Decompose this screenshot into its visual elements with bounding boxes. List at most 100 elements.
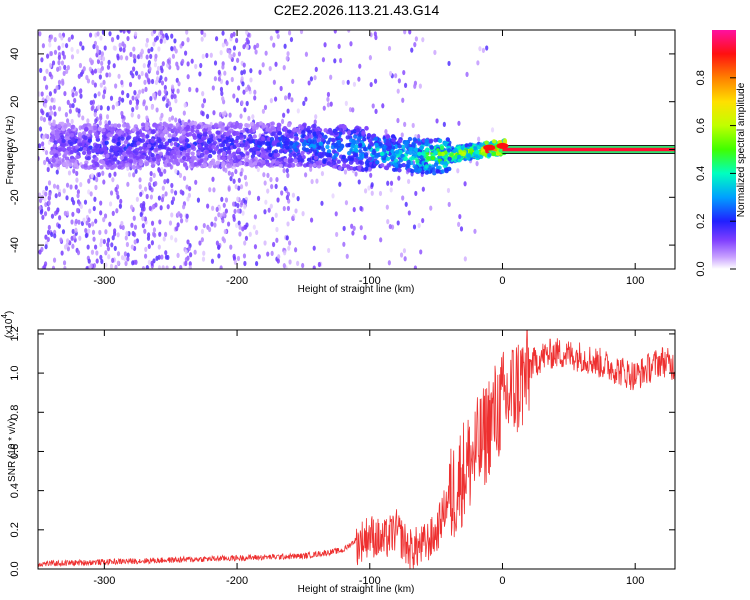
heatmap-cell xyxy=(275,176,279,183)
heatmap-cell xyxy=(52,257,57,263)
heatmap-cell xyxy=(194,225,198,231)
heatmap-cell xyxy=(87,228,91,234)
heatmap-cell xyxy=(379,237,383,243)
heatmap-cell xyxy=(199,62,203,69)
heatmap-cell xyxy=(367,145,372,150)
heatmap-cell xyxy=(337,43,341,50)
heatmap-cell xyxy=(410,142,416,148)
heatmap-cell xyxy=(348,160,354,165)
heatmap-cell xyxy=(217,244,221,250)
heatmap-cell xyxy=(487,152,492,158)
heatmap-cell xyxy=(242,62,246,68)
heatmap-cell xyxy=(403,121,407,127)
heatmap-cell xyxy=(95,45,99,51)
heatmap-cell xyxy=(125,150,131,155)
heatmap-cell xyxy=(43,75,47,82)
heatmap-cell xyxy=(174,48,178,54)
heatmap-cell xyxy=(268,65,272,72)
heatmap-cell xyxy=(124,163,129,168)
heatmap-cell xyxy=(396,88,400,94)
heatmap-cell xyxy=(215,206,219,213)
heatmap-cell xyxy=(433,150,438,155)
heatmap-cell xyxy=(269,35,273,41)
heatmap-cell xyxy=(240,152,245,158)
heatmap-cell xyxy=(351,230,355,236)
heatmap-cell xyxy=(185,213,189,219)
heatmap-cell xyxy=(210,221,214,227)
heatmap-cell xyxy=(358,63,362,69)
heatmap-cell xyxy=(294,141,300,146)
heatmap-cell xyxy=(86,118,90,124)
heatmap-cell xyxy=(363,188,368,194)
heatmap-cell xyxy=(57,45,61,51)
heatmap-cell xyxy=(230,33,234,39)
heatmap-cell xyxy=(134,31,138,37)
heatmap-cell xyxy=(211,161,216,166)
heatmap-cell xyxy=(459,226,464,232)
heatmap-cell xyxy=(357,142,363,148)
heatmap-cell xyxy=(352,81,357,87)
heatmap-cell xyxy=(261,136,266,142)
bottom-ytick-label: 1.2 xyxy=(9,326,21,341)
heatmap-cell xyxy=(150,260,154,266)
heatmap-cell xyxy=(100,60,104,66)
heatmap-cell xyxy=(213,60,218,66)
heatmap-cell xyxy=(84,126,89,132)
heatmap-cell xyxy=(402,248,407,254)
heatmap-cell xyxy=(413,147,419,152)
heatmap-cell xyxy=(91,159,96,164)
heatmap-cell xyxy=(341,155,346,160)
heatmap-cell xyxy=(242,89,246,95)
heatmap-cell xyxy=(77,219,81,225)
heatmap-cell xyxy=(199,158,204,163)
heatmap-cell xyxy=(41,214,45,220)
heatmap-cell xyxy=(349,147,354,153)
heatmap-cell xyxy=(62,54,66,60)
heatmap-cell xyxy=(309,76,314,82)
y-multiplier: (x104) xyxy=(0,311,15,338)
heatmap-cell xyxy=(54,193,58,199)
heatmap-cell xyxy=(154,147,159,152)
heatmap-cell xyxy=(271,140,277,145)
heatmap-cell xyxy=(137,74,141,80)
heatmap-cell xyxy=(435,165,441,171)
heatmap-cell xyxy=(393,162,398,168)
heatmap-cell xyxy=(388,70,393,77)
heatmap-cell xyxy=(234,37,239,44)
heatmap-cell xyxy=(60,250,64,256)
heatmap-cell xyxy=(93,111,97,118)
heatmap-cell xyxy=(221,236,225,242)
heatmap-cell xyxy=(229,176,233,182)
heatmap-cell xyxy=(241,210,245,216)
heatmap-cell xyxy=(104,140,109,145)
heatmap-cell xyxy=(140,48,144,54)
heatmap-cell xyxy=(226,163,231,168)
heatmap-cell xyxy=(160,80,165,86)
heatmap-cell xyxy=(316,137,321,143)
heatmap-cell xyxy=(100,159,105,165)
heatmap-cell xyxy=(65,132,70,137)
heatmap-cell xyxy=(238,231,242,237)
heatmap-cell xyxy=(146,235,151,241)
heatmap-cell xyxy=(132,53,136,60)
heatmap-cell xyxy=(44,149,49,156)
heatmap-cell xyxy=(135,104,139,110)
heatmap-cell xyxy=(114,186,118,193)
heatmap-cell xyxy=(424,170,430,175)
heatmap-cell xyxy=(217,76,221,82)
heatmap-cell xyxy=(135,134,140,140)
heatmap-cell xyxy=(439,145,445,151)
heatmap-cell xyxy=(168,220,173,226)
heatmap-cell xyxy=(384,129,388,135)
heatmap-cell xyxy=(157,138,162,143)
heatmap-cell xyxy=(221,161,226,166)
heatmap-cell xyxy=(313,75,317,81)
heatmap-cell xyxy=(161,96,166,102)
heatmap-cell xyxy=(323,42,327,48)
heatmap-cell xyxy=(51,265,56,269)
heatmap-cell xyxy=(68,108,72,114)
heatmap-cell xyxy=(63,124,68,129)
heatmap-cell xyxy=(72,168,76,174)
heatmap-cell xyxy=(358,160,363,165)
heatmap-cell xyxy=(266,172,270,178)
